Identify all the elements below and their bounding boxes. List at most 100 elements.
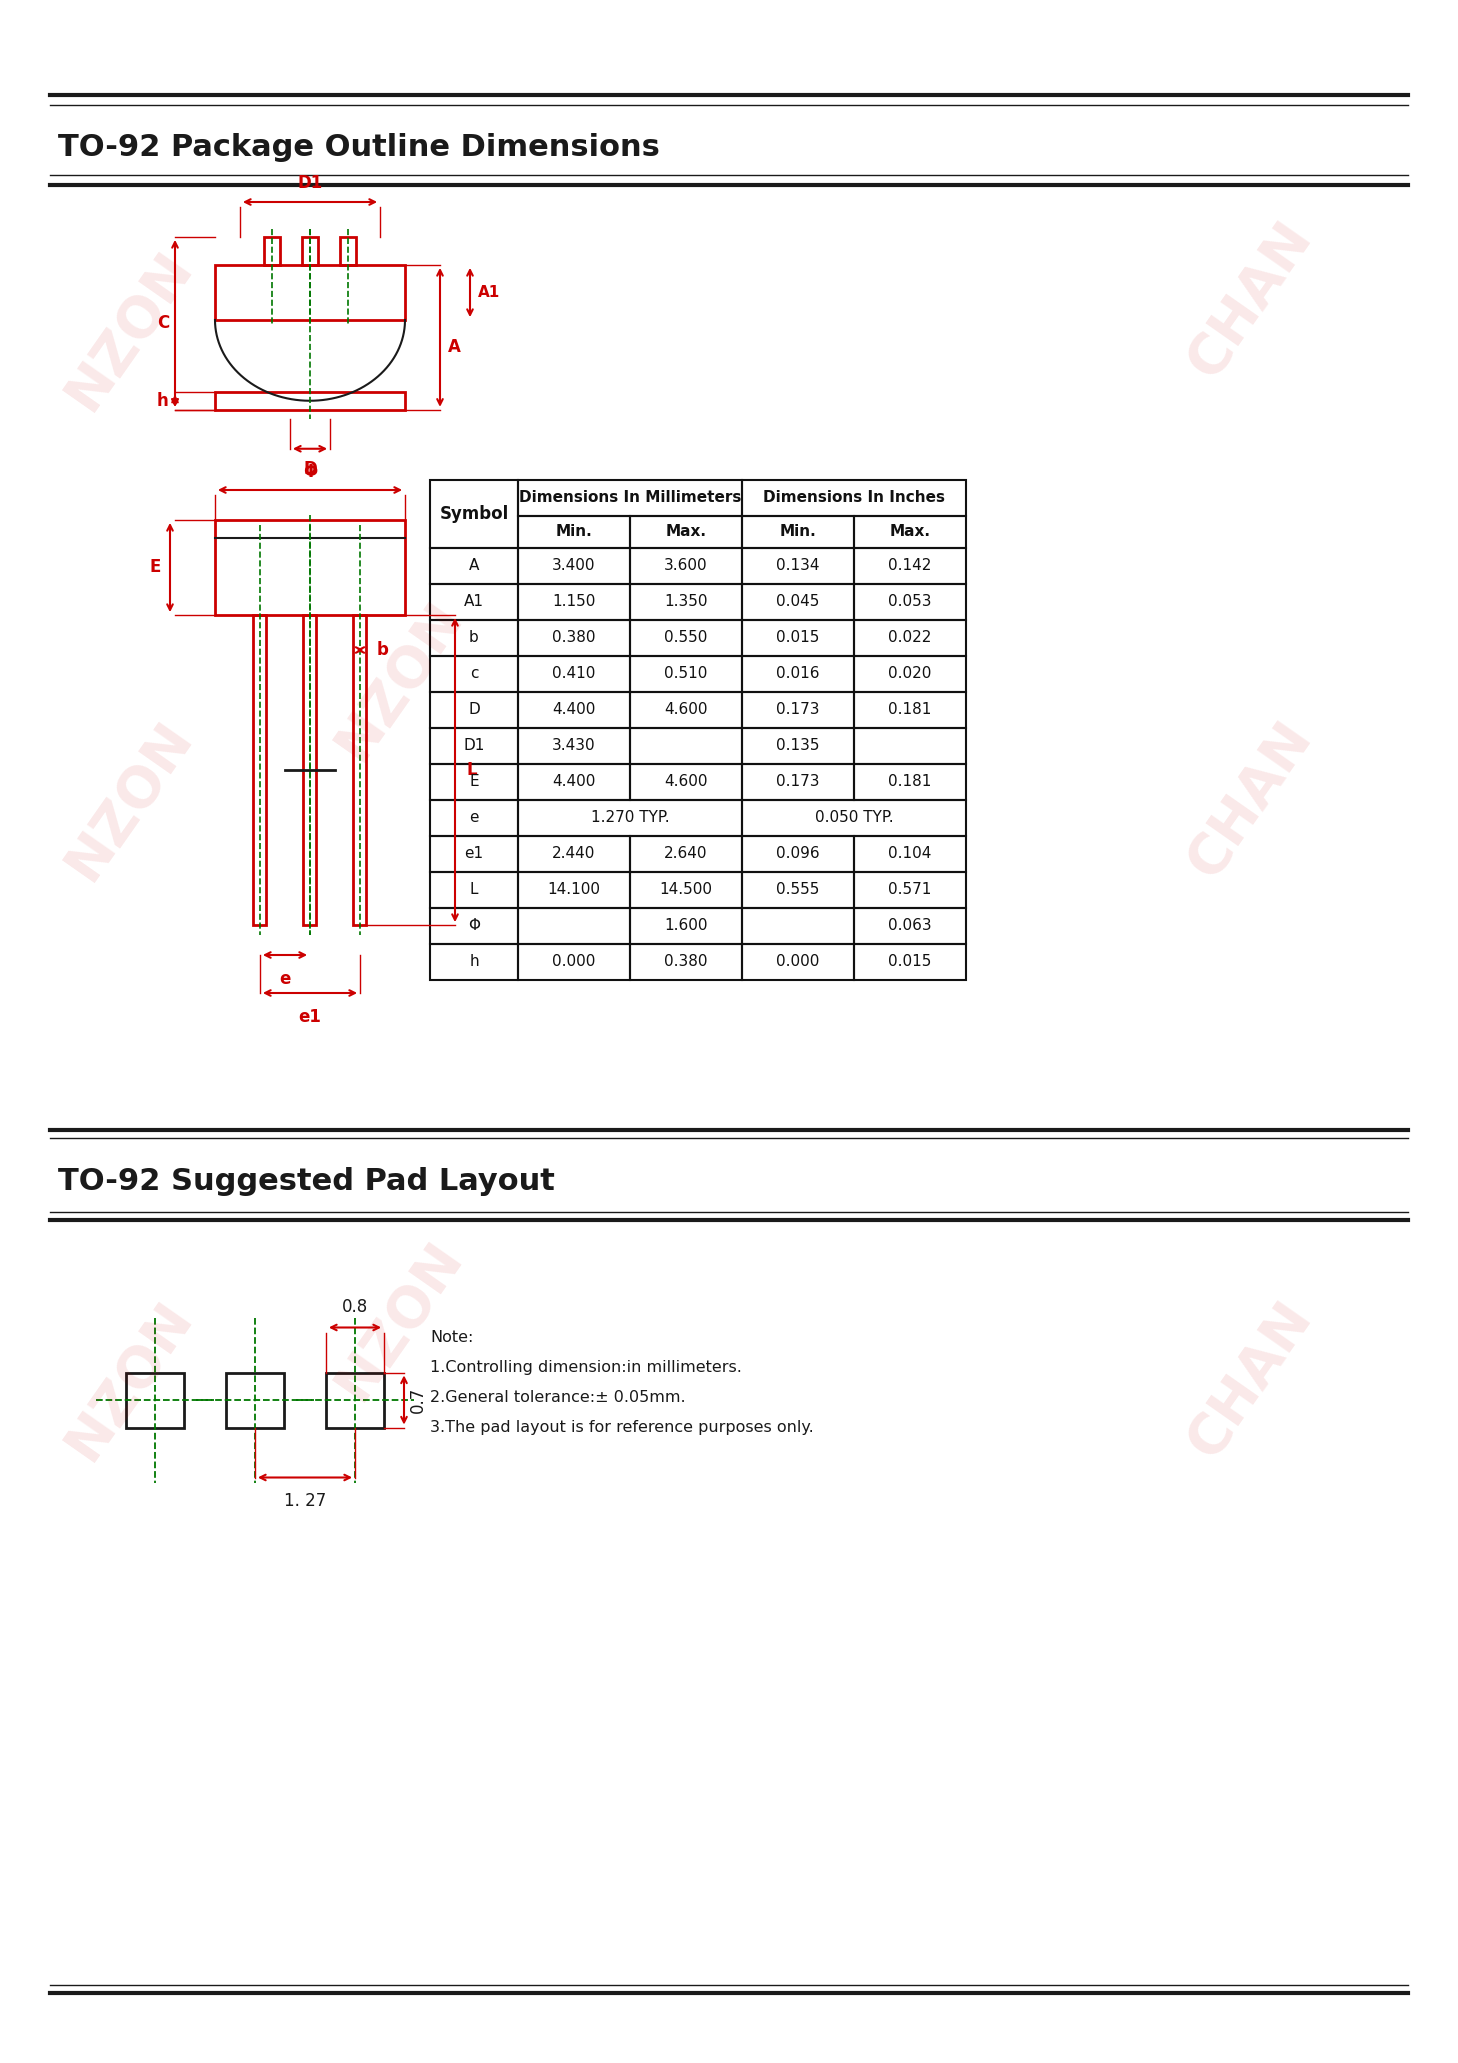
Text: NZON: NZON: [57, 241, 204, 419]
Bar: [518, 584, 630, 621]
Bar: [742, 621, 854, 656]
Text: 0.015: 0.015: [776, 631, 819, 646]
Bar: [226, 1372, 284, 1428]
Text: CHAN: CHAN: [1177, 1291, 1322, 1469]
Bar: [518, 945, 630, 980]
Bar: [854, 836, 967, 873]
Text: 0.7: 0.7: [410, 1386, 427, 1413]
Bar: [630, 656, 742, 691]
Text: 0.096: 0.096: [776, 846, 819, 862]
Bar: [854, 516, 967, 549]
Text: 1.350: 1.350: [665, 594, 707, 609]
Text: 3.The pad layout is for reference purposes only.: 3.The pad layout is for reference purpos…: [430, 1419, 814, 1436]
Text: 1.Controlling dimension:in millimeters.: 1.Controlling dimension:in millimeters.: [430, 1360, 742, 1376]
Text: D: D: [468, 703, 480, 718]
Bar: [518, 908, 630, 945]
Text: e: e: [469, 811, 478, 825]
Bar: [630, 584, 742, 621]
Text: c: c: [469, 666, 478, 681]
Bar: [854, 691, 967, 728]
Bar: [630, 728, 742, 763]
Text: Min.: Min.: [780, 524, 816, 541]
Text: 1.150: 1.150: [553, 594, 596, 609]
Text: CHAN: CHAN: [1177, 212, 1322, 388]
Bar: [742, 691, 854, 728]
Text: TO-92 Suggested Pad Layout: TO-92 Suggested Pad Layout: [58, 1168, 555, 1197]
Text: NZON: NZON: [57, 1291, 204, 1469]
Bar: [518, 516, 630, 549]
Text: A1: A1: [478, 285, 500, 299]
Bar: [742, 584, 854, 621]
Bar: [630, 945, 742, 980]
Bar: [742, 945, 854, 980]
Bar: [340, 237, 356, 264]
Bar: [854, 908, 967, 945]
Bar: [518, 549, 630, 584]
Bar: [630, 836, 742, 873]
Bar: [430, 481, 518, 549]
Bar: [854, 656, 967, 691]
Bar: [854, 945, 967, 980]
Text: 0.550: 0.550: [665, 631, 707, 646]
Bar: [430, 763, 518, 800]
Text: 1.270 TYP.: 1.270 TYP.: [590, 811, 669, 825]
Text: 0.134: 0.134: [776, 559, 819, 574]
Bar: [854, 873, 967, 908]
Text: L: L: [467, 761, 478, 780]
Bar: [630, 873, 742, 908]
Bar: [430, 873, 518, 908]
Text: 1.600: 1.600: [665, 918, 707, 932]
Text: h: h: [469, 955, 478, 970]
Text: 14.100: 14.100: [548, 883, 601, 897]
Text: Φ: Φ: [468, 918, 480, 932]
Text: e1: e1: [299, 1009, 321, 1025]
Bar: [518, 656, 630, 691]
Text: 0.016: 0.016: [776, 666, 819, 681]
Text: L: L: [469, 883, 478, 897]
Bar: [430, 621, 518, 656]
Bar: [630, 691, 742, 728]
Bar: [742, 656, 854, 691]
Text: 0.380: 0.380: [553, 631, 596, 646]
Text: 0.555: 0.555: [776, 883, 819, 897]
Bar: [742, 800, 967, 836]
Bar: [854, 621, 967, 656]
Bar: [303, 615, 316, 924]
Bar: [430, 945, 518, 980]
Bar: [518, 481, 742, 516]
Bar: [518, 763, 630, 800]
Text: NZON: NZON: [327, 1232, 474, 1409]
Text: Note:: Note:: [430, 1331, 474, 1345]
Text: D1: D1: [297, 173, 322, 192]
Text: Dimensions In Millimeters: Dimensions In Millimeters: [519, 491, 741, 505]
Text: 2.General tolerance:± 0.05mm.: 2.General tolerance:± 0.05mm.: [430, 1390, 685, 1405]
Text: C: C: [157, 314, 169, 332]
Bar: [518, 836, 630, 873]
Text: 0.015: 0.015: [888, 955, 932, 970]
Text: E: E: [469, 774, 478, 790]
Text: 0.173: 0.173: [776, 703, 819, 718]
Bar: [430, 584, 518, 621]
Bar: [518, 691, 630, 728]
Text: 0.142: 0.142: [888, 559, 932, 574]
Text: Min.: Min.: [555, 524, 592, 541]
Text: 2.440: 2.440: [553, 846, 596, 862]
Bar: [854, 549, 967, 584]
Text: 0.510: 0.510: [665, 666, 707, 681]
Text: 0.053: 0.053: [888, 594, 932, 609]
Bar: [430, 549, 518, 584]
Text: 0.173: 0.173: [776, 774, 819, 790]
Bar: [742, 873, 854, 908]
Bar: [742, 728, 854, 763]
Text: NZON: NZON: [327, 590, 474, 769]
Text: 0.181: 0.181: [888, 703, 932, 718]
Text: 0.181: 0.181: [888, 774, 932, 790]
Text: 4.400: 4.400: [553, 703, 596, 718]
Bar: [264, 237, 280, 264]
Text: Max.: Max.: [665, 524, 707, 541]
Bar: [430, 836, 518, 873]
Bar: [254, 615, 267, 924]
Text: b: b: [469, 631, 478, 646]
Text: Φ: Φ: [303, 462, 318, 481]
Bar: [302, 237, 318, 264]
